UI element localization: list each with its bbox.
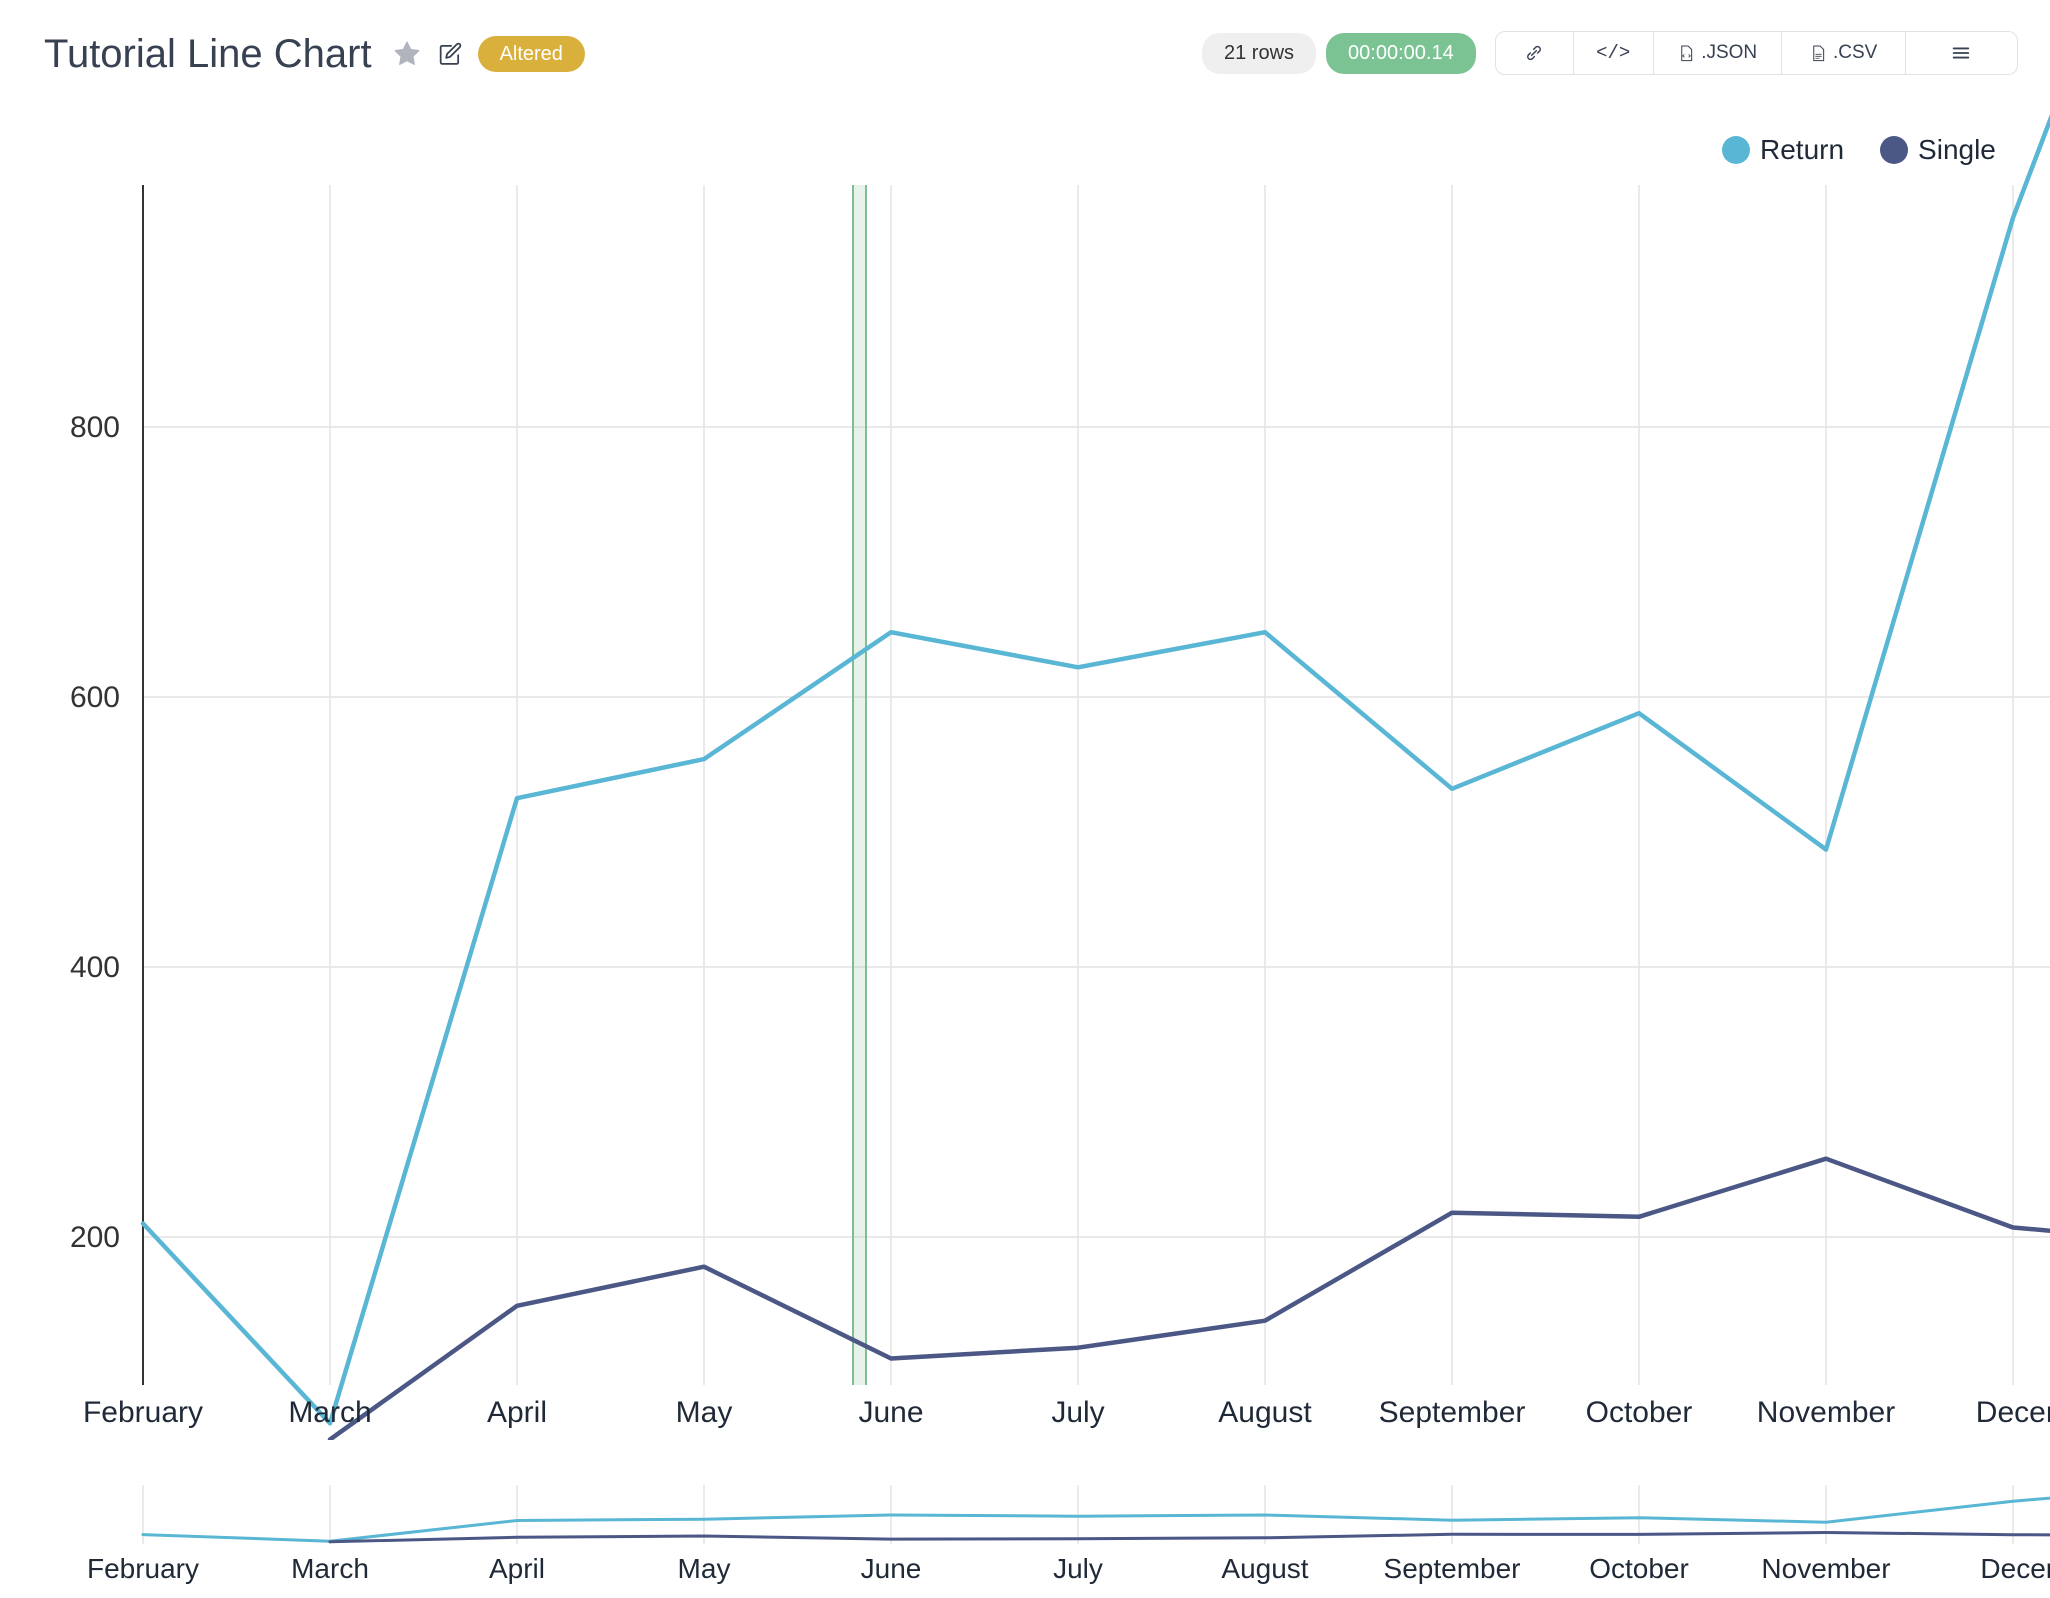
svg-text:November: November xyxy=(1761,1553,1890,1584)
svg-text:July: July xyxy=(1053,1553,1103,1584)
svg-text:September: September xyxy=(1384,1553,1521,1584)
svg-text:May: May xyxy=(678,1553,731,1584)
svg-text:December: December xyxy=(1980,1553,2050,1584)
svg-text:March: March xyxy=(291,1553,369,1584)
svg-text:October: October xyxy=(1589,1553,1689,1584)
svg-text:April: April xyxy=(489,1553,545,1584)
svg-text:February: February xyxy=(87,1553,199,1584)
svg-text:June: June xyxy=(861,1553,922,1584)
svg-text:August: August xyxy=(1221,1553,1308,1584)
